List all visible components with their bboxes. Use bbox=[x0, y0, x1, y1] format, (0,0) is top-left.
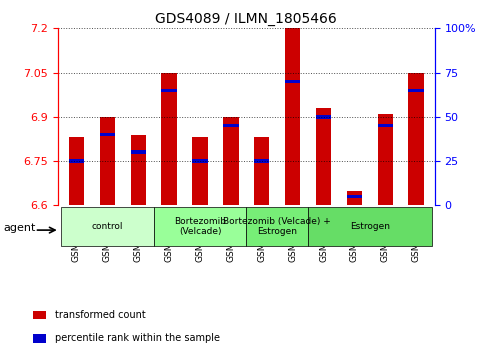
Bar bbox=[254, 159, 270, 163]
Text: agent: agent bbox=[3, 223, 36, 233]
Text: percentile rank within the sample: percentile rank within the sample bbox=[55, 333, 220, 343]
Bar bbox=[192, 159, 208, 163]
Bar bbox=[69, 137, 84, 205]
Text: Estrogen: Estrogen bbox=[350, 222, 390, 231]
Text: control: control bbox=[92, 222, 123, 231]
Title: GDS4089 / ILMN_1805466: GDS4089 / ILMN_1805466 bbox=[156, 12, 337, 26]
Bar bbox=[254, 137, 270, 205]
Bar bbox=[316, 108, 331, 205]
Bar bbox=[347, 190, 362, 205]
Bar bbox=[161, 73, 177, 205]
Bar bbox=[69, 159, 84, 163]
Bar bbox=[285, 80, 300, 83]
Bar bbox=[223, 124, 239, 127]
Bar bbox=[33, 334, 46, 343]
Bar bbox=[99, 117, 115, 205]
Bar bbox=[161, 88, 177, 92]
Bar bbox=[378, 124, 393, 127]
Bar bbox=[409, 73, 424, 205]
Bar bbox=[33, 311, 46, 319]
Bar bbox=[378, 114, 393, 205]
Text: transformed count: transformed count bbox=[55, 310, 145, 320]
Text: Bortezomib (Velcade) +
Estrogen: Bortezomib (Velcade) + Estrogen bbox=[223, 217, 331, 236]
Bar bbox=[347, 195, 362, 198]
FancyBboxPatch shape bbox=[308, 207, 432, 246]
Bar bbox=[130, 135, 146, 205]
FancyBboxPatch shape bbox=[246, 207, 308, 246]
Bar bbox=[285, 28, 300, 205]
Text: Bortezomib
(Velcade): Bortezomib (Velcade) bbox=[174, 217, 226, 236]
Bar bbox=[223, 117, 239, 205]
Bar bbox=[192, 137, 208, 205]
FancyBboxPatch shape bbox=[61, 207, 154, 246]
FancyBboxPatch shape bbox=[154, 207, 246, 246]
Bar bbox=[130, 150, 146, 154]
Bar bbox=[409, 88, 424, 92]
Bar bbox=[316, 115, 331, 119]
Bar bbox=[99, 133, 115, 136]
